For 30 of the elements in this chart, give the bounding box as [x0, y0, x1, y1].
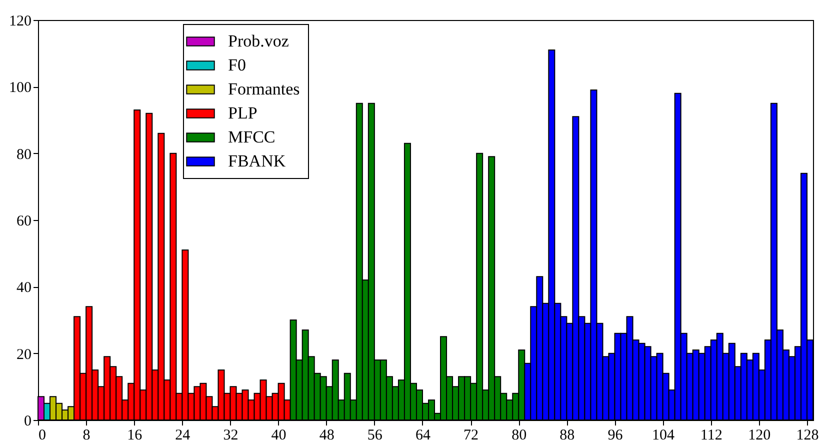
y-tick-label: 80	[16, 146, 32, 163]
x-tick-label: 40	[271, 428, 286, 442]
legend-label: FBANK	[228, 152, 286, 170]
x-tick-label: 104	[652, 428, 676, 442]
x-tick-label: 112	[700, 428, 722, 442]
x-tick-label: 64	[415, 428, 431, 442]
legend-label: PLP	[228, 104, 258, 122]
x-tick-label: 8	[82, 428, 90, 442]
x-tick-label: 128	[796, 428, 819, 442]
x-tick-label: 120	[748, 428, 771, 442]
y-tick-label: 20	[16, 346, 32, 363]
x-tick-label: 48	[319, 428, 334, 442]
legend-label: Prob.voz	[228, 32, 290, 50]
y-tick-label: 0	[24, 414, 32, 430]
y-tick-label: 60	[16, 214, 32, 230]
x-tick-label: 24	[175, 428, 191, 442]
x-tick-label: 56	[367, 428, 383, 442]
x-tick-label: 72	[464, 428, 479, 442]
x-tick-label: 96	[608, 428, 624, 442]
y-tick-label: 40	[16, 280, 32, 296]
x-tick-label: 0	[38, 428, 46, 442]
legend-label: F0	[228, 56, 246, 74]
y-tick-label: 120	[9, 14, 32, 30]
legend-label: Formantes	[228, 80, 300, 98]
x-tick-label: 32	[223, 428, 238, 442]
x-tick-label: 16	[127, 428, 143, 442]
x-tick-label: 88	[560, 428, 575, 442]
legend-label: MFCC	[228, 128, 276, 146]
x-tick-label: 80	[512, 428, 527, 442]
y-tick-label: 100	[9, 80, 32, 96]
